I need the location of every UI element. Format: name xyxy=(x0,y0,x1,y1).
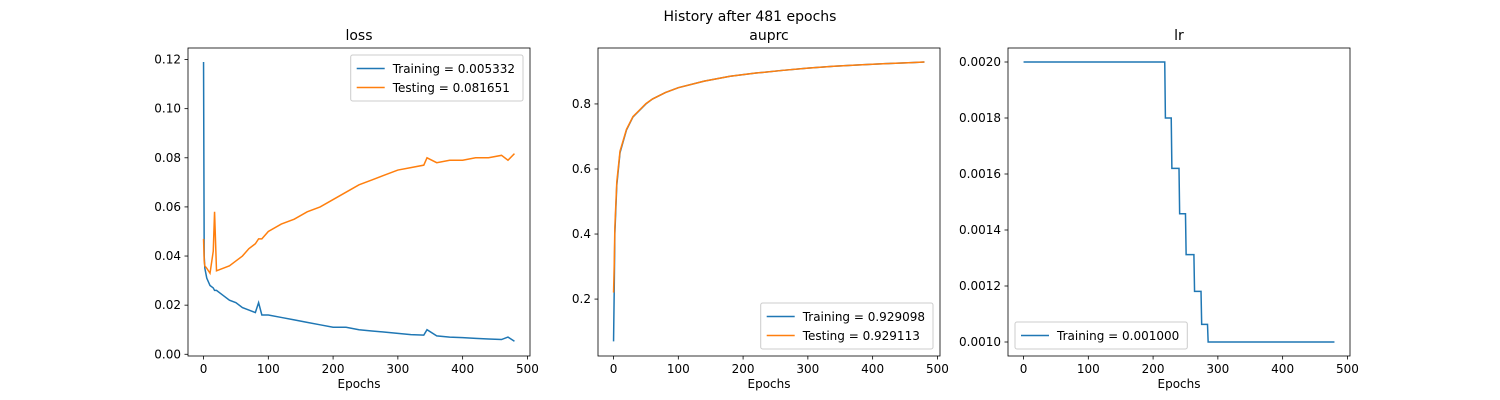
y-tick-label: 0.8 xyxy=(572,97,591,111)
data-line xyxy=(202,61,515,342)
data-line xyxy=(1023,61,1335,343)
y-tick-label: 0.0012 xyxy=(959,279,1001,293)
figure-title: History after 481 epochs xyxy=(664,9,837,25)
x-axis-label: Epochs xyxy=(748,377,791,391)
x-tick-label: 200 xyxy=(1142,362,1165,376)
x-tick-label: 400 xyxy=(451,362,474,376)
subplot: loss 0 100 200 300 400 500 0.00 0.02 0.04 0.06 0.08… xyxy=(154,28,539,391)
legend-label: Training = 0.001000 xyxy=(1056,329,1179,343)
x-axis-label: Epochs xyxy=(338,377,381,391)
x-tick-label: 500 xyxy=(516,362,539,376)
legend: Training = 0.005332 Testing = 0.081651 xyxy=(350,54,524,102)
axes-frame xyxy=(187,47,531,357)
axes-frame xyxy=(597,47,941,357)
y-tick-label: 0.0020 xyxy=(959,55,1001,69)
y-tick-label: 0.04 xyxy=(154,249,181,263)
legend: Training = 0.929098 Testing = 0.929113 xyxy=(760,302,934,350)
x-tick-label: 100 xyxy=(257,362,280,376)
legend-label: Testing = 0.081651 xyxy=(392,81,510,95)
y-tick-label: 0.0016 xyxy=(959,167,1001,181)
y-tick-label: 0.00 xyxy=(154,347,181,361)
data-line xyxy=(202,153,515,276)
y-tick-label: 0.0018 xyxy=(959,111,1001,125)
y-tick-label: 0.0010 xyxy=(959,335,1001,349)
y-tick-label: 0.6 xyxy=(572,162,591,176)
legend-label: Training = 0.929098 xyxy=(802,310,925,324)
legend-box xyxy=(350,54,524,102)
y-tick-label: 0.08 xyxy=(154,151,181,165)
legend-box xyxy=(1014,321,1188,350)
y-tick-label: 0.02 xyxy=(154,298,181,312)
x-tick-label: 100 xyxy=(667,362,690,376)
x-tick-label: 200 xyxy=(732,362,755,376)
x-tick-label: 0 xyxy=(1020,362,1028,376)
x-tick-label: 200 xyxy=(322,362,345,376)
x-tick-label: 300 xyxy=(796,362,819,376)
x-tick-label: 500 xyxy=(1336,362,1359,376)
subplot-title: lr xyxy=(1174,28,1184,44)
x-tick-label: 0 xyxy=(610,362,618,376)
subplot: auprc 0 100 200 300 400 500 0.2 0.4 0.6 0.8 Epochs T… xyxy=(572,28,949,391)
legend-label: Training = 0.005332 xyxy=(392,62,515,76)
x-tick-label: 300 xyxy=(386,362,409,376)
subplot: lr 0 100 200 300 400 500 0.0010 0.0012 0.0014 0.00… xyxy=(959,28,1359,391)
x-axis-label: Epochs xyxy=(1158,377,1201,391)
y-tick-label: 0.0014 xyxy=(959,223,1001,237)
y-tick-label: 0.06 xyxy=(154,200,181,214)
y-tick-label: 0.12 xyxy=(154,53,181,67)
x-tick-label: 100 xyxy=(1077,362,1100,376)
axes-frame xyxy=(1007,47,1351,357)
data-line xyxy=(612,61,925,293)
x-tick-label: 500 xyxy=(926,362,949,376)
y-tick-label: 0.10 xyxy=(154,102,181,116)
x-tick-label: 0 xyxy=(200,362,208,376)
y-tick-label: 0.4 xyxy=(572,227,591,241)
x-tick-label: 400 xyxy=(861,362,884,376)
subplot-title: auprc xyxy=(749,28,788,44)
legend-label: Testing = 0.929113 xyxy=(802,329,920,343)
legend-box xyxy=(760,302,934,350)
x-tick-label: 300 xyxy=(1206,362,1229,376)
legend: Training = 0.001000 xyxy=(1014,321,1188,350)
x-tick-label: 400 xyxy=(1271,362,1294,376)
y-tick-label: 0.2 xyxy=(572,292,591,306)
subplot-title: loss xyxy=(345,28,372,44)
